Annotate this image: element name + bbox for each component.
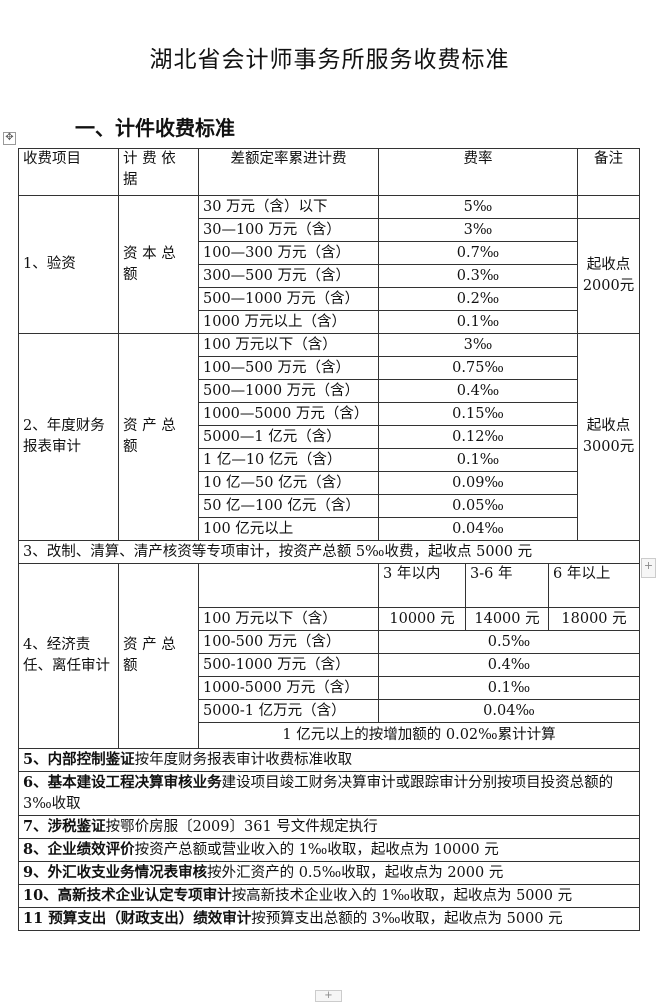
fee-item-name: 6、基本建设工程决算审核业务: [23, 774, 222, 791]
rate-cell: 0.4‰: [377, 653, 641, 677]
section-heading: 一、计件收费标准: [75, 116, 235, 140]
table-row: 30—100 万元（含） 3‰ 起收点2000元: [19, 218, 641, 334]
rate-cell: 0.12‰: [377, 425, 579, 449]
range-cell: 500-1000 万元（含）: [198, 653, 379, 677]
basis-cell: 资 产 总 额: [118, 563, 199, 749]
range-cell: 500—1000 万元（含）: [198, 379, 379, 403]
item-cell: 2、年度财务报表审计: [18, 333, 119, 541]
header-item: 收费项目: [18, 148, 119, 196]
header-progressive: 差额定率累进计费: [198, 148, 379, 196]
table-row: 100—300 万元（含） 0.7‰: [19, 241, 640, 265]
range-cell: 100 亿元以上: [198, 517, 379, 541]
move-handle-icon[interactable]: ✥: [3, 132, 16, 145]
basis-cell: 资 本 总 额: [118, 195, 199, 334]
header-basis: 计 费 依 据: [118, 148, 199, 196]
rate-cell: 0.1‰: [377, 448, 579, 472]
rate-cell: 0.3‰: [377, 264, 579, 288]
header-rate: 费率: [377, 148, 579, 196]
fee-item-name: 7、涉税鉴证: [23, 818, 106, 835]
period-header: 3-6 年: [465, 563, 549, 608]
range-cell: 100—300 万元（含）: [198, 241, 379, 265]
fee-item-name: 8、企业绩效评价: [23, 841, 135, 858]
fee-item-row: 6、基本建设工程决算审核业务建设项目竣工财务决算审计或跟踪审计分别按项目投资总额…: [17, 771, 641, 816]
range-cell: 30—100 万元（含）: [198, 218, 379, 242]
fee-item-rule: 按预算支出总额的 3‰收取，起收点为 5000 元: [251, 911, 563, 927]
special-audit-row: 3、改制、清算、清产核资等专项审计，按资产总额 5‰收费，起收点 5000 元: [17, 540, 641, 564]
rate-cell: 0.5‰: [377, 630, 641, 654]
fee-cell: 10000 元: [378, 607, 466, 631]
table-row: 10 亿—50 亿元（含） 0.09‰: [19, 471, 640, 495]
rate-cell: 0.75‰: [377, 356, 579, 380]
range-cell: 1000 万元以上（含）: [198, 310, 379, 334]
fee-item-row: 10、高新技术企业认定专项审计按高新技术企业收入的 1‰收取，起收点为 5000…: [17, 884, 641, 908]
fee-item-rule: 按高新技术企业收入的 1‰收取，起收点为 5000 元: [231, 888, 573, 904]
rate-cell: 0.2‰: [377, 287, 579, 311]
note-cell: 1 亿元以上的按增加额的 0.02‰累计计算: [197, 722, 641, 749]
fee-item-rule: 按资产总额或营业收入的 1‰收取，起收点为 10000 元: [134, 842, 499, 858]
range-cell: 1000—5000 万元（含）: [198, 402, 379, 426]
table-row: 300—500 万元（含） 0.3‰: [19, 264, 640, 288]
range-cell: 100 万元以下（含）: [198, 333, 379, 357]
fee-item-name: 10、高新技术企业认定专项审计: [23, 887, 232, 904]
plus-icon[interactable]: +: [641, 558, 656, 578]
basis-cell: 资 产 总 额: [118, 333, 199, 541]
range-cell: 300—500 万元（含）: [198, 264, 379, 288]
rate-cell: 3‰: [377, 218, 579, 242]
rate-cell: 3‰: [377, 333, 579, 357]
remark-blank: [577, 195, 641, 219]
table-row: 1000 万元以上（含） 0.1‰: [19, 310, 640, 334]
fee-cell: 14000 元: [465, 607, 549, 631]
fee-item-rule: 按年度财务报表审计收费标准收取: [134, 752, 353, 768]
range-cell: 10 亿—50 亿元（含）: [198, 471, 379, 495]
fee-item-rule: 建设项目竣工财务决算审计或跟踪审计分别按项目投资总额的 3‰收取: [23, 775, 614, 812]
rate-cell: 0.04‰: [377, 517, 579, 541]
fee-item-row: 8、企业绩效评价按资产总额或营业收入的 1‰收取，起收点为 10000 元: [17, 838, 641, 862]
header-remark: 备注: [577, 148, 641, 196]
rate-cell: 0.05‰: [377, 494, 579, 518]
period-header: 6 年以上: [547, 563, 641, 608]
table-row: 500—1000 万元（含） 0.4‰: [19, 379, 640, 403]
item-cell: 1、验资: [18, 195, 119, 334]
remark-cell: 起收点3000元: [577, 333, 641, 541]
range-cell: 5000-1 亿万元（含）: [198, 699, 379, 723]
plus-icon[interactable]: +: [315, 990, 342, 1002]
fee-item-row: 9、外汇收支业务情况表审核按外汇资产的 0.5‰收取，起收点为 2000 元: [17, 861, 641, 885]
fee-item-rule: 按鄂价房服〔2009〕361 号文件规定执行: [105, 819, 378, 835]
table-row: 1、验资资 本 总 额 30 万元（含）以下 5‰: [18, 195, 641, 334]
fee-item-name: 5、内部控制鉴证: [23, 751, 135, 768]
rate-cell: 5‰: [377, 195, 579, 219]
fee-item-row: 5、内部控制鉴证按年度财务报表审计收费标准收取: [17, 748, 641, 772]
blank-cell: [198, 563, 379, 608]
rate-cell: 0.7‰: [377, 241, 579, 265]
table-row: 1000—5000 万元（含） 0.15‰: [19, 402, 640, 426]
range-cell: 1 亿—10 亿元（含）: [198, 448, 379, 472]
range-cell: 30 万元（含）以下: [198, 195, 379, 219]
range-cell: 500—1000 万元（含）: [198, 287, 379, 311]
period-header: 3 年以内: [378, 563, 466, 608]
range-cell: 50 亿—100 亿元（含）: [198, 494, 379, 518]
fee-item-name: 11 预算支出（财政支出）绩效审计: [23, 910, 252, 927]
document-title: 湖北省会计师事务所服务收费标准: [149, 47, 510, 73]
rate-cell: 0.09‰: [377, 471, 579, 495]
range-cell: 5000—1 亿元（含）: [198, 425, 379, 449]
fee-item-name: 9、外汇收支业务情况表审核: [23, 864, 208, 881]
rate-cell: 0.1‰: [377, 676, 641, 700]
rate-cell: 0.1‰: [377, 310, 579, 334]
range-cell: 100—500 万元（含）: [198, 356, 379, 380]
remark-cell: 起收点2000元: [577, 218, 641, 334]
fee-cell: 18000 元: [547, 607, 641, 631]
range-cell: 100 万元以下（含）: [198, 607, 379, 631]
item-cell: 4、经济责任、离任审计: [18, 563, 119, 749]
rate-cell: 0.4‰: [377, 379, 579, 403]
table-row: 50 亿—100 亿元（含） 0.05‰: [19, 494, 640, 518]
range-cell: 1000-5000 万元（含）: [198, 676, 379, 700]
rate-cell: 0.04‰: [377, 699, 641, 723]
fee-item-rule: 按外汇资产的 0.5‰收取，起收点为 2000 元: [207, 865, 504, 881]
table-row: 2、年度财务报表审计资 产 总 额 100 万元以下（含） 3‰ 起收点3000元: [18, 333, 641, 541]
range-cell: 100-500 万元（含）: [198, 630, 379, 654]
fee-item-row: 7、涉税鉴证按鄂价房服〔2009〕361 号文件规定执行: [17, 815, 641, 839]
fee-item-row: 11 预算支出（财政支出）绩效审计按预算支出总额的 3‰收取，起收点为 5000…: [17, 907, 641, 931]
rate-cell: 0.15‰: [377, 402, 579, 426]
